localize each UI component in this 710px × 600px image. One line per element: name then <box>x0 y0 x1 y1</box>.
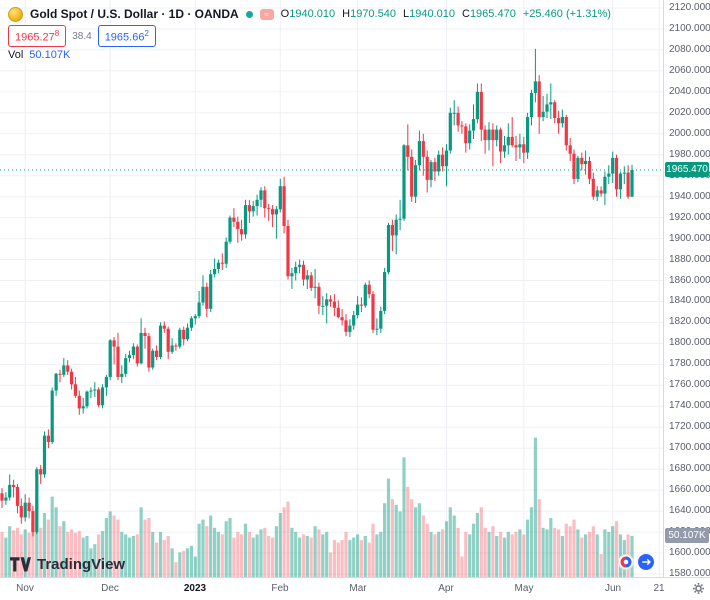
buy-price-fraction: 2 <box>144 29 149 39</box>
price-axis-label: 2120.000 <box>669 2 710 13</box>
legend-pill-toggle-icon[interactable]: ≈ <box>259 8 274 20</box>
price-axis[interactable]: 1965.470 50.107K 2120.000 2100.000 2080.00… <box>663 0 710 579</box>
price-axis-label: 2100.000 <box>669 23 710 34</box>
gold-coin-icon <box>8 6 23 22</box>
high-label: H <box>342 8 351 20</box>
split-circle-widget-icon[interactable] <box>618 554 634 575</box>
blue-circle-widget-icon[interactable] <box>638 554 654 575</box>
time-axis-label: Feb <box>271 583 289 594</box>
low-value: 1940.010 <box>409 8 455 20</box>
volume-legend-value: 50.107K <box>29 49 71 61</box>
price-axis-label: 1860.000 <box>669 275 710 286</box>
tradingview-logo[interactable]: TradingView <box>10 556 125 573</box>
time-axis-label: May <box>514 583 534 594</box>
time-axis-label: 2023 <box>183 583 207 594</box>
price-axis-label: 1880.000 <box>669 254 710 265</box>
price-axis-label: 1840.000 <box>669 295 710 306</box>
volume-legend-label: Vol <box>8 49 24 61</box>
chart-canvas[interactable] <box>0 0 663 577</box>
price-axis-label: 1660.000 <box>669 484 710 495</box>
spread-label: 38.4 <box>72 30 92 42</box>
price-axis-label: 2060.000 <box>669 65 710 76</box>
close-value: 1965.470 <box>469 8 516 20</box>
open-value: 1940.010 <box>289 8 336 20</box>
change-value: +25.460 (+1.31%) <box>522 8 611 20</box>
price-axis-label: 2000.000 <box>669 128 710 139</box>
sell-price-fraction: 8 <box>54 29 60 39</box>
settings-gear-icon[interactable] <box>692 582 705 600</box>
sell-price-button[interactable]: 1965.278 <box>8 25 67 47</box>
candlesticks <box>0 48 634 537</box>
price-axis-label: 1980.000 <box>669 149 710 160</box>
volume-bars <box>0 437 634 577</box>
time-axis-label: Apr <box>438 583 454 594</box>
price-axis-label: 1920.000 <box>669 212 710 223</box>
price-axis-label: 2080.000 <box>669 44 710 55</box>
price-axis-label: 1740.000 <box>669 400 710 411</box>
price-axis-label: 1640.000 <box>669 505 710 516</box>
time-axis-label: Dec <box>101 583 119 594</box>
price-axis-label: 1820.000 <box>669 316 710 327</box>
price-axis-label: 2020.000 <box>669 107 710 118</box>
corner-widgets <box>618 554 654 575</box>
symbol-title[interactable]: Gold Spot / U.S. Dollar · 1D · OANDA <box>30 7 239 21</box>
time-axis[interactable]: Nov Dec 2023 Feb Mar Apr May Jun 21 <box>0 577 710 600</box>
high-value: 1970.540 <box>350 8 396 20</box>
ohlc-readout: O1940.010 H1970.540 L1940.010 C1965.470 … <box>281 8 611 20</box>
tradingview-mark-icon <box>10 557 31 572</box>
time-axis-label: Jun <box>604 583 622 594</box>
time-axis-label: Mar <box>349 583 367 594</box>
buy-price-button[interactable]: 1965.662 <box>97 25 156 47</box>
price-axis-label: 1700.000 <box>669 442 710 453</box>
legend: Gold Spot / U.S. Dollar · 1D · OANDA ≈ O… <box>8 5 611 61</box>
price-axis-label: 1760.000 <box>669 379 710 390</box>
price-axis-label: 1800.000 <box>669 337 710 348</box>
price-axis-label: 1580.000 <box>669 568 710 579</box>
last-price-badge: 1965.470 <box>665 162 709 177</box>
open-label: O <box>280 8 290 20</box>
price-axis-label: 1940.000 <box>669 191 710 202</box>
volume-badge: 50.107K <box>665 528 709 543</box>
price-axis-label: 1720.000 <box>669 421 710 432</box>
close-label: C <box>461 8 470 20</box>
price-axis-label: 1600.000 <box>669 547 710 558</box>
price-axis-label: 1900.000 <box>669 233 710 244</box>
time-axis-label: 21 <box>653 583 665 594</box>
grid-layer <box>0 0 663 577</box>
price-axis-label: 1780.000 <box>669 358 710 369</box>
tradingview-logo-text: TradingView <box>37 556 126 573</box>
chart-area[interactable] <box>0 0 663 577</box>
legend-dot-toggle-icon[interactable] <box>245 10 253 18</box>
low-label: L <box>402 8 410 20</box>
time-axis-label: Nov <box>16 583 34 594</box>
price-axis-label: 2040.000 <box>669 86 710 97</box>
price-axis-label: 1680.000 <box>669 463 710 474</box>
